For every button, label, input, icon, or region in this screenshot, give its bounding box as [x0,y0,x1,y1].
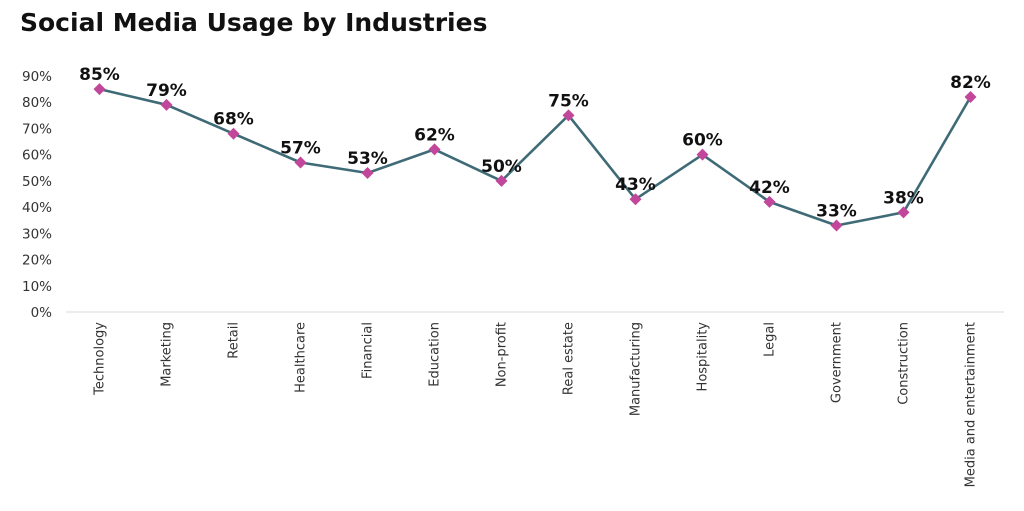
data-point-marker [428,143,441,156]
x-tick-label: Hospitality [696,322,711,392]
y-axis: 0% 10% 20% 30% 40% 50% 60% 70% 80% 90% [22,69,52,321]
data-point-marker [964,90,977,103]
y-tick-label: 60% [22,148,52,164]
data-points [93,83,977,232]
y-tick-label: 70% [22,121,52,137]
data-label: 53% [347,149,388,169]
data-point-marker [227,127,240,140]
y-tick-label: 90% [22,69,52,85]
x-tick-label: Financial [361,322,376,379]
y-tick-label: 10% [22,279,52,295]
data-label: 60% [682,131,723,151]
data-point-marker [763,195,776,208]
x-tick-label: Real estate [562,322,577,395]
x-tick-label: Media and entertainment [964,322,979,487]
y-tick-label: 40% [22,200,52,216]
x-tick-label: Marketing [160,322,175,387]
data-point-marker [696,148,709,161]
data-point-marker [294,156,307,169]
x-tick-label: Construction [897,322,912,405]
data-label: 33% [816,201,857,221]
y-tick-label: 0% [31,305,53,321]
chart-title: Social Media Usage by Industries [20,8,488,37]
y-tick-label: 20% [22,253,52,269]
data-point-marker [495,174,508,187]
x-tick-label: Technology [93,322,108,396]
data-point-marker [160,98,173,111]
y-tick-label: 80% [22,95,52,111]
x-tick-label: Legal [763,322,778,357]
data-label: 68% [213,110,254,130]
x-tick-label: Education [428,322,443,387]
data-point-marker [361,167,374,180]
data-point-marker [562,109,575,122]
x-tick-label: Manufacturing [629,322,644,416]
data-label: 57% [280,139,321,159]
data-label: 42% [749,178,790,198]
data-point-marker [629,193,642,206]
y-tick-label: 30% [22,226,52,242]
x-tick-label: Government [830,322,845,403]
data-label: 50% [481,157,522,177]
series-line [99,87,972,227]
x-tick-label: Non-profit [495,322,510,387]
data-label: 38% [883,188,924,208]
data-label: 85% [79,65,120,85]
data-label: 79% [146,81,187,101]
data-label: 75% [548,91,589,111]
data-label: 62% [414,125,455,145]
x-axis-labels: Technology Marketing Retail Healthcare Finan… [93,322,979,488]
x-tick-label: Healthcare [294,322,309,393]
data-label: 82% [950,73,991,93]
y-tick-label: 50% [22,174,52,190]
data-point-marker [93,83,106,96]
x-tick-label: Retail [227,322,242,359]
data-label: 43% [615,175,656,195]
data-labels: 85% 79% 68% 57% 53% 62% 50% 75% 43% 60% 42% 33% 38% 8… [79,65,991,221]
data-point-marker [897,206,910,219]
data-point-marker [830,219,843,232]
